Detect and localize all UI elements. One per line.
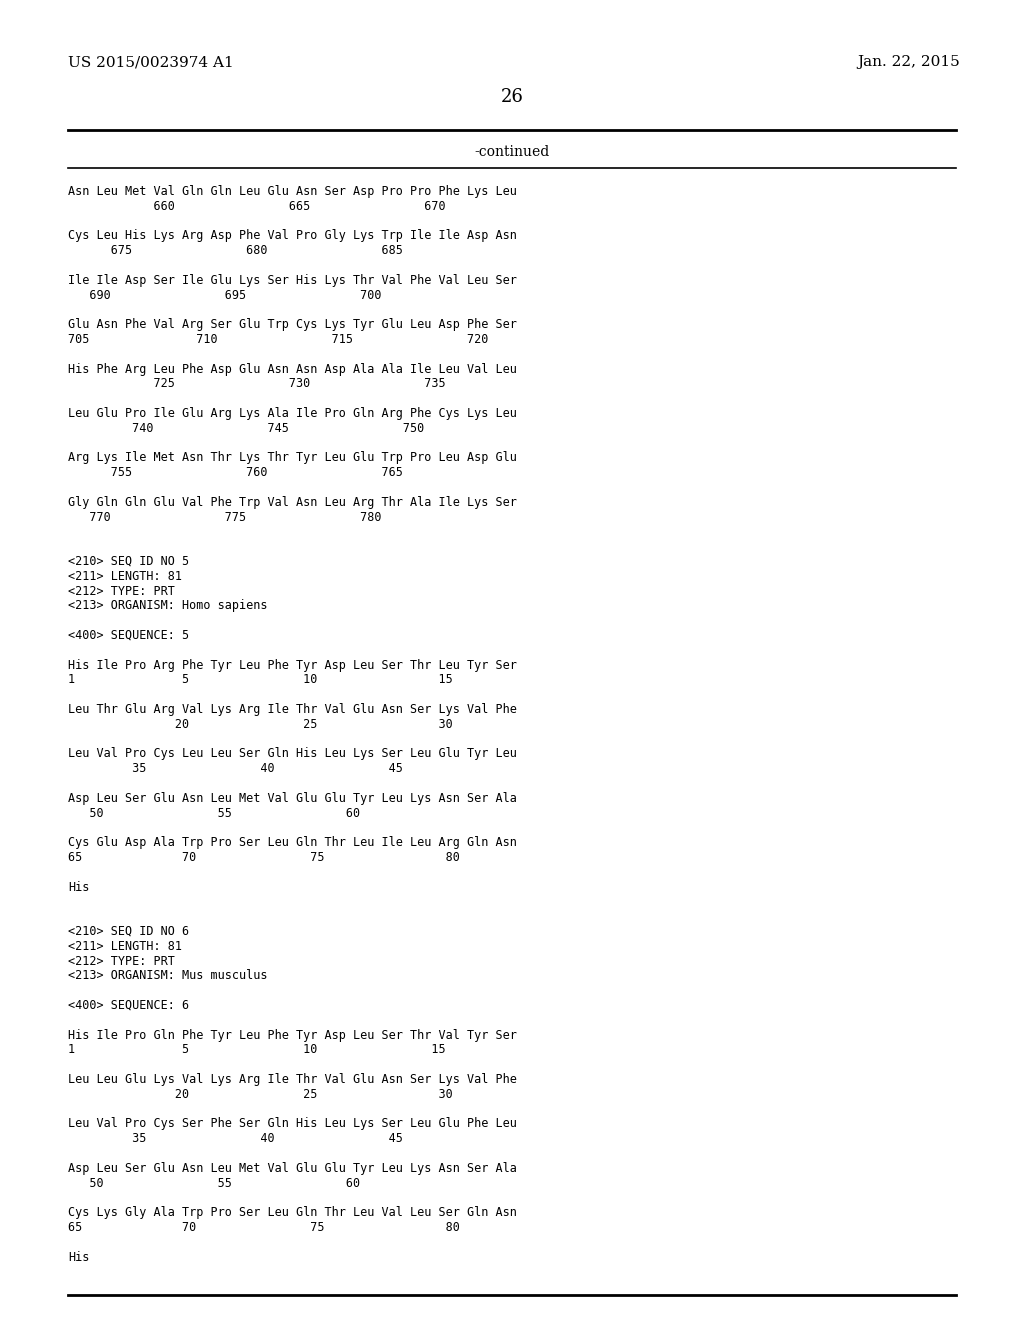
- Text: 65              70                75                 80: 65 70 75 80: [68, 851, 460, 865]
- Text: 1               5                10                15: 1 5 10 15: [68, 1043, 445, 1056]
- Text: 50                55                60: 50 55 60: [68, 1176, 360, 1189]
- Text: 770                775                780: 770 775 780: [68, 511, 382, 524]
- Text: 705               710                715                720: 705 710 715 720: [68, 333, 488, 346]
- Text: Arg Lys Ile Met Asn Thr Lys Thr Tyr Leu Glu Trp Pro Leu Asp Glu: Arg Lys Ile Met Asn Thr Lys Thr Tyr Leu …: [68, 451, 517, 465]
- Text: <213> ORGANISM: Mus musculus: <213> ORGANISM: Mus musculus: [68, 969, 267, 982]
- Text: 65              70                75                 80: 65 70 75 80: [68, 1221, 460, 1234]
- Text: Gly Gln Gln Glu Val Phe Trp Val Asn Leu Arg Thr Ala Ile Lys Ser: Gly Gln Gln Glu Val Phe Trp Val Asn Leu …: [68, 496, 517, 508]
- Text: <211> LENGTH: 81: <211> LENGTH: 81: [68, 570, 182, 583]
- Text: 50                55                60: 50 55 60: [68, 807, 360, 820]
- Text: 35                40                45: 35 40 45: [68, 1133, 402, 1146]
- Text: 20                25                 30: 20 25 30: [68, 718, 453, 731]
- Text: His Phe Arg Leu Phe Asp Glu Asn Asn Asp Ala Ala Ile Leu Val Leu: His Phe Arg Leu Phe Asp Glu Asn Asn Asp …: [68, 363, 517, 376]
- Text: His Ile Pro Arg Phe Tyr Leu Phe Tyr Asp Leu Ser Thr Leu Tyr Ser: His Ile Pro Arg Phe Tyr Leu Phe Tyr Asp …: [68, 659, 517, 672]
- Text: 675                680                685: 675 680 685: [68, 244, 402, 257]
- Text: Asn Leu Met Val Gln Gln Leu Glu Asn Ser Asp Pro Pro Phe Lys Leu: Asn Leu Met Val Gln Gln Leu Glu Asn Ser …: [68, 185, 517, 198]
- Text: Jan. 22, 2015: Jan. 22, 2015: [857, 55, 961, 69]
- Text: 35                40                45: 35 40 45: [68, 762, 402, 775]
- Text: Leu Leu Glu Lys Val Lys Arg Ile Thr Val Glu Asn Ser Lys Val Phe: Leu Leu Glu Lys Val Lys Arg Ile Thr Val …: [68, 1073, 517, 1086]
- Text: 1               5                10                 15: 1 5 10 15: [68, 673, 453, 686]
- Text: 725                730                735: 725 730 735: [68, 378, 445, 391]
- Text: <400> SEQUENCE: 5: <400> SEQUENCE: 5: [68, 630, 189, 642]
- Text: His Ile Pro Gln Phe Tyr Leu Phe Tyr Asp Leu Ser Thr Val Tyr Ser: His Ile Pro Gln Phe Tyr Leu Phe Tyr Asp …: [68, 1028, 517, 1041]
- Text: Leu Glu Pro Ile Glu Arg Lys Ala Ile Pro Gln Arg Phe Cys Lys Leu: Leu Glu Pro Ile Glu Arg Lys Ala Ile Pro …: [68, 407, 517, 420]
- Text: <213> ORGANISM: Homo sapiens: <213> ORGANISM: Homo sapiens: [68, 599, 267, 612]
- Text: <211> LENGTH: 81: <211> LENGTH: 81: [68, 940, 182, 953]
- Text: Ile Ile Asp Ser Ile Glu Lys Ser His Lys Thr Val Phe Val Leu Ser: Ile Ile Asp Ser Ile Glu Lys Ser His Lys …: [68, 273, 517, 286]
- Text: 755                760                765: 755 760 765: [68, 466, 402, 479]
- Text: 20                25                 30: 20 25 30: [68, 1088, 453, 1101]
- Text: 740                745                750: 740 745 750: [68, 422, 424, 434]
- Text: Cys Lys Gly Ala Trp Pro Ser Leu Gln Thr Leu Val Leu Ser Gln Asn: Cys Lys Gly Ala Trp Pro Ser Leu Gln Thr …: [68, 1206, 517, 1220]
- Text: Asp Leu Ser Glu Asn Leu Met Val Glu Glu Tyr Leu Lys Asn Ser Ala: Asp Leu Ser Glu Asn Leu Met Val Glu Glu …: [68, 1162, 517, 1175]
- Text: Leu Val Pro Cys Leu Leu Ser Gln His Leu Lys Ser Leu Glu Tyr Leu: Leu Val Pro Cys Leu Leu Ser Gln His Leu …: [68, 747, 517, 760]
- Text: <212> TYPE: PRT: <212> TYPE: PRT: [68, 954, 175, 968]
- Text: Leu Thr Glu Arg Val Lys Arg Ile Thr Val Glu Asn Ser Lys Val Phe: Leu Thr Glu Arg Val Lys Arg Ile Thr Val …: [68, 704, 517, 715]
- Text: Cys Glu Asp Ala Trp Pro Ser Leu Gln Thr Leu Ile Leu Arg Gln Asn: Cys Glu Asp Ala Trp Pro Ser Leu Gln Thr …: [68, 836, 517, 849]
- Text: -continued: -continued: [474, 145, 550, 158]
- Text: US 2015/0023974 A1: US 2015/0023974 A1: [68, 55, 233, 69]
- Text: 690                695                700: 690 695 700: [68, 289, 382, 301]
- Text: Leu Val Pro Cys Ser Phe Ser Gln His Leu Lys Ser Leu Glu Phe Leu: Leu Val Pro Cys Ser Phe Ser Gln His Leu …: [68, 1118, 517, 1130]
- Text: <210> SEQ ID NO 6: <210> SEQ ID NO 6: [68, 925, 189, 939]
- Text: <210> SEQ ID NO 5: <210> SEQ ID NO 5: [68, 554, 189, 568]
- Text: <212> TYPE: PRT: <212> TYPE: PRT: [68, 585, 175, 598]
- Text: 26: 26: [501, 88, 523, 106]
- Text: <400> SEQUENCE: 6: <400> SEQUENCE: 6: [68, 999, 189, 1012]
- Text: Glu Asn Phe Val Arg Ser Glu Trp Cys Lys Tyr Glu Leu Asp Phe Ser: Glu Asn Phe Val Arg Ser Glu Trp Cys Lys …: [68, 318, 517, 331]
- Text: Cys Leu His Lys Arg Asp Phe Val Pro Gly Lys Trp Ile Ile Asp Asn: Cys Leu His Lys Arg Asp Phe Val Pro Gly …: [68, 230, 517, 243]
- Text: 660                665                670: 660 665 670: [68, 199, 445, 213]
- Text: His: His: [68, 1250, 89, 1263]
- Text: His: His: [68, 880, 89, 894]
- Text: Asp Leu Ser Glu Asn Leu Met Val Glu Glu Tyr Leu Lys Asn Ser Ala: Asp Leu Ser Glu Asn Leu Met Val Glu Glu …: [68, 792, 517, 805]
